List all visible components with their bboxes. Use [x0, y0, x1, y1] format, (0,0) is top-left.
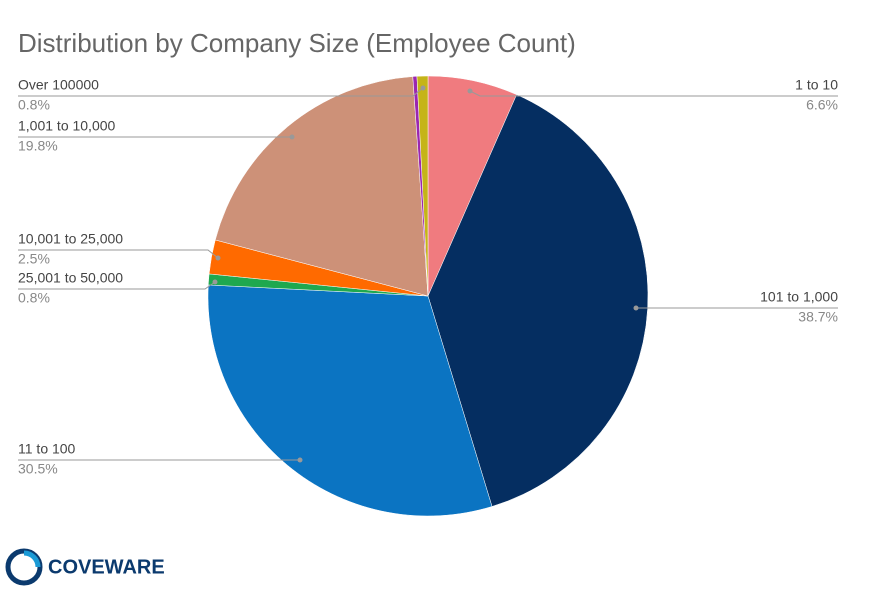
slice-percent: 38.7%: [798, 309, 838, 325]
slice-percent: 0.8%: [18, 290, 50, 306]
leader-line: [18, 87, 424, 97]
logo: COVEWARE: [5, 548, 165, 586]
leader-dot: [212, 279, 218, 285]
leader-dot: [420, 85, 426, 91]
leader-dot: [297, 457, 303, 463]
slice-percent: 0.8%: [18, 97, 50, 113]
leader-line: [18, 281, 216, 290]
slice-percent: 6.6%: [806, 97, 838, 113]
slice-percent: 2.5%: [18, 251, 50, 267]
slice-percent: 30.5%: [18, 461, 58, 477]
pie-slice: [427, 94, 649, 507]
slice-name: 25,001 to 50,000: [18, 270, 123, 286]
pie-slice: [416, 75, 429, 297]
logo-text: COVEWARE: [48, 556, 165, 578]
logo-icon-accent: [23, 550, 41, 568]
slice-name: 101 to 1,000: [760, 289, 838, 305]
slice-name: Over 100000: [18, 77, 99, 93]
leader-line: [18, 249, 219, 259]
slice-percent: 19.8%: [18, 138, 58, 154]
slice-name: 1,001 to 10,000: [18, 118, 116, 134]
leader-dot: [633, 305, 639, 311]
leader-line: [469, 90, 838, 97]
pie-slice: [214, 76, 429, 297]
pie-slice: [207, 284, 493, 517]
leader-dot: [467, 88, 473, 94]
leader-dot: [289, 134, 295, 140]
slice-name: 1 to 10: [795, 77, 838, 93]
chart-title: Distribution by Company Size (Employee C…: [18, 28, 576, 58]
leader-dot: [215, 255, 221, 261]
slice-name: 10,001 to 25,000: [18, 231, 123, 247]
slice-name: 11 to 100: [18, 441, 76, 457]
